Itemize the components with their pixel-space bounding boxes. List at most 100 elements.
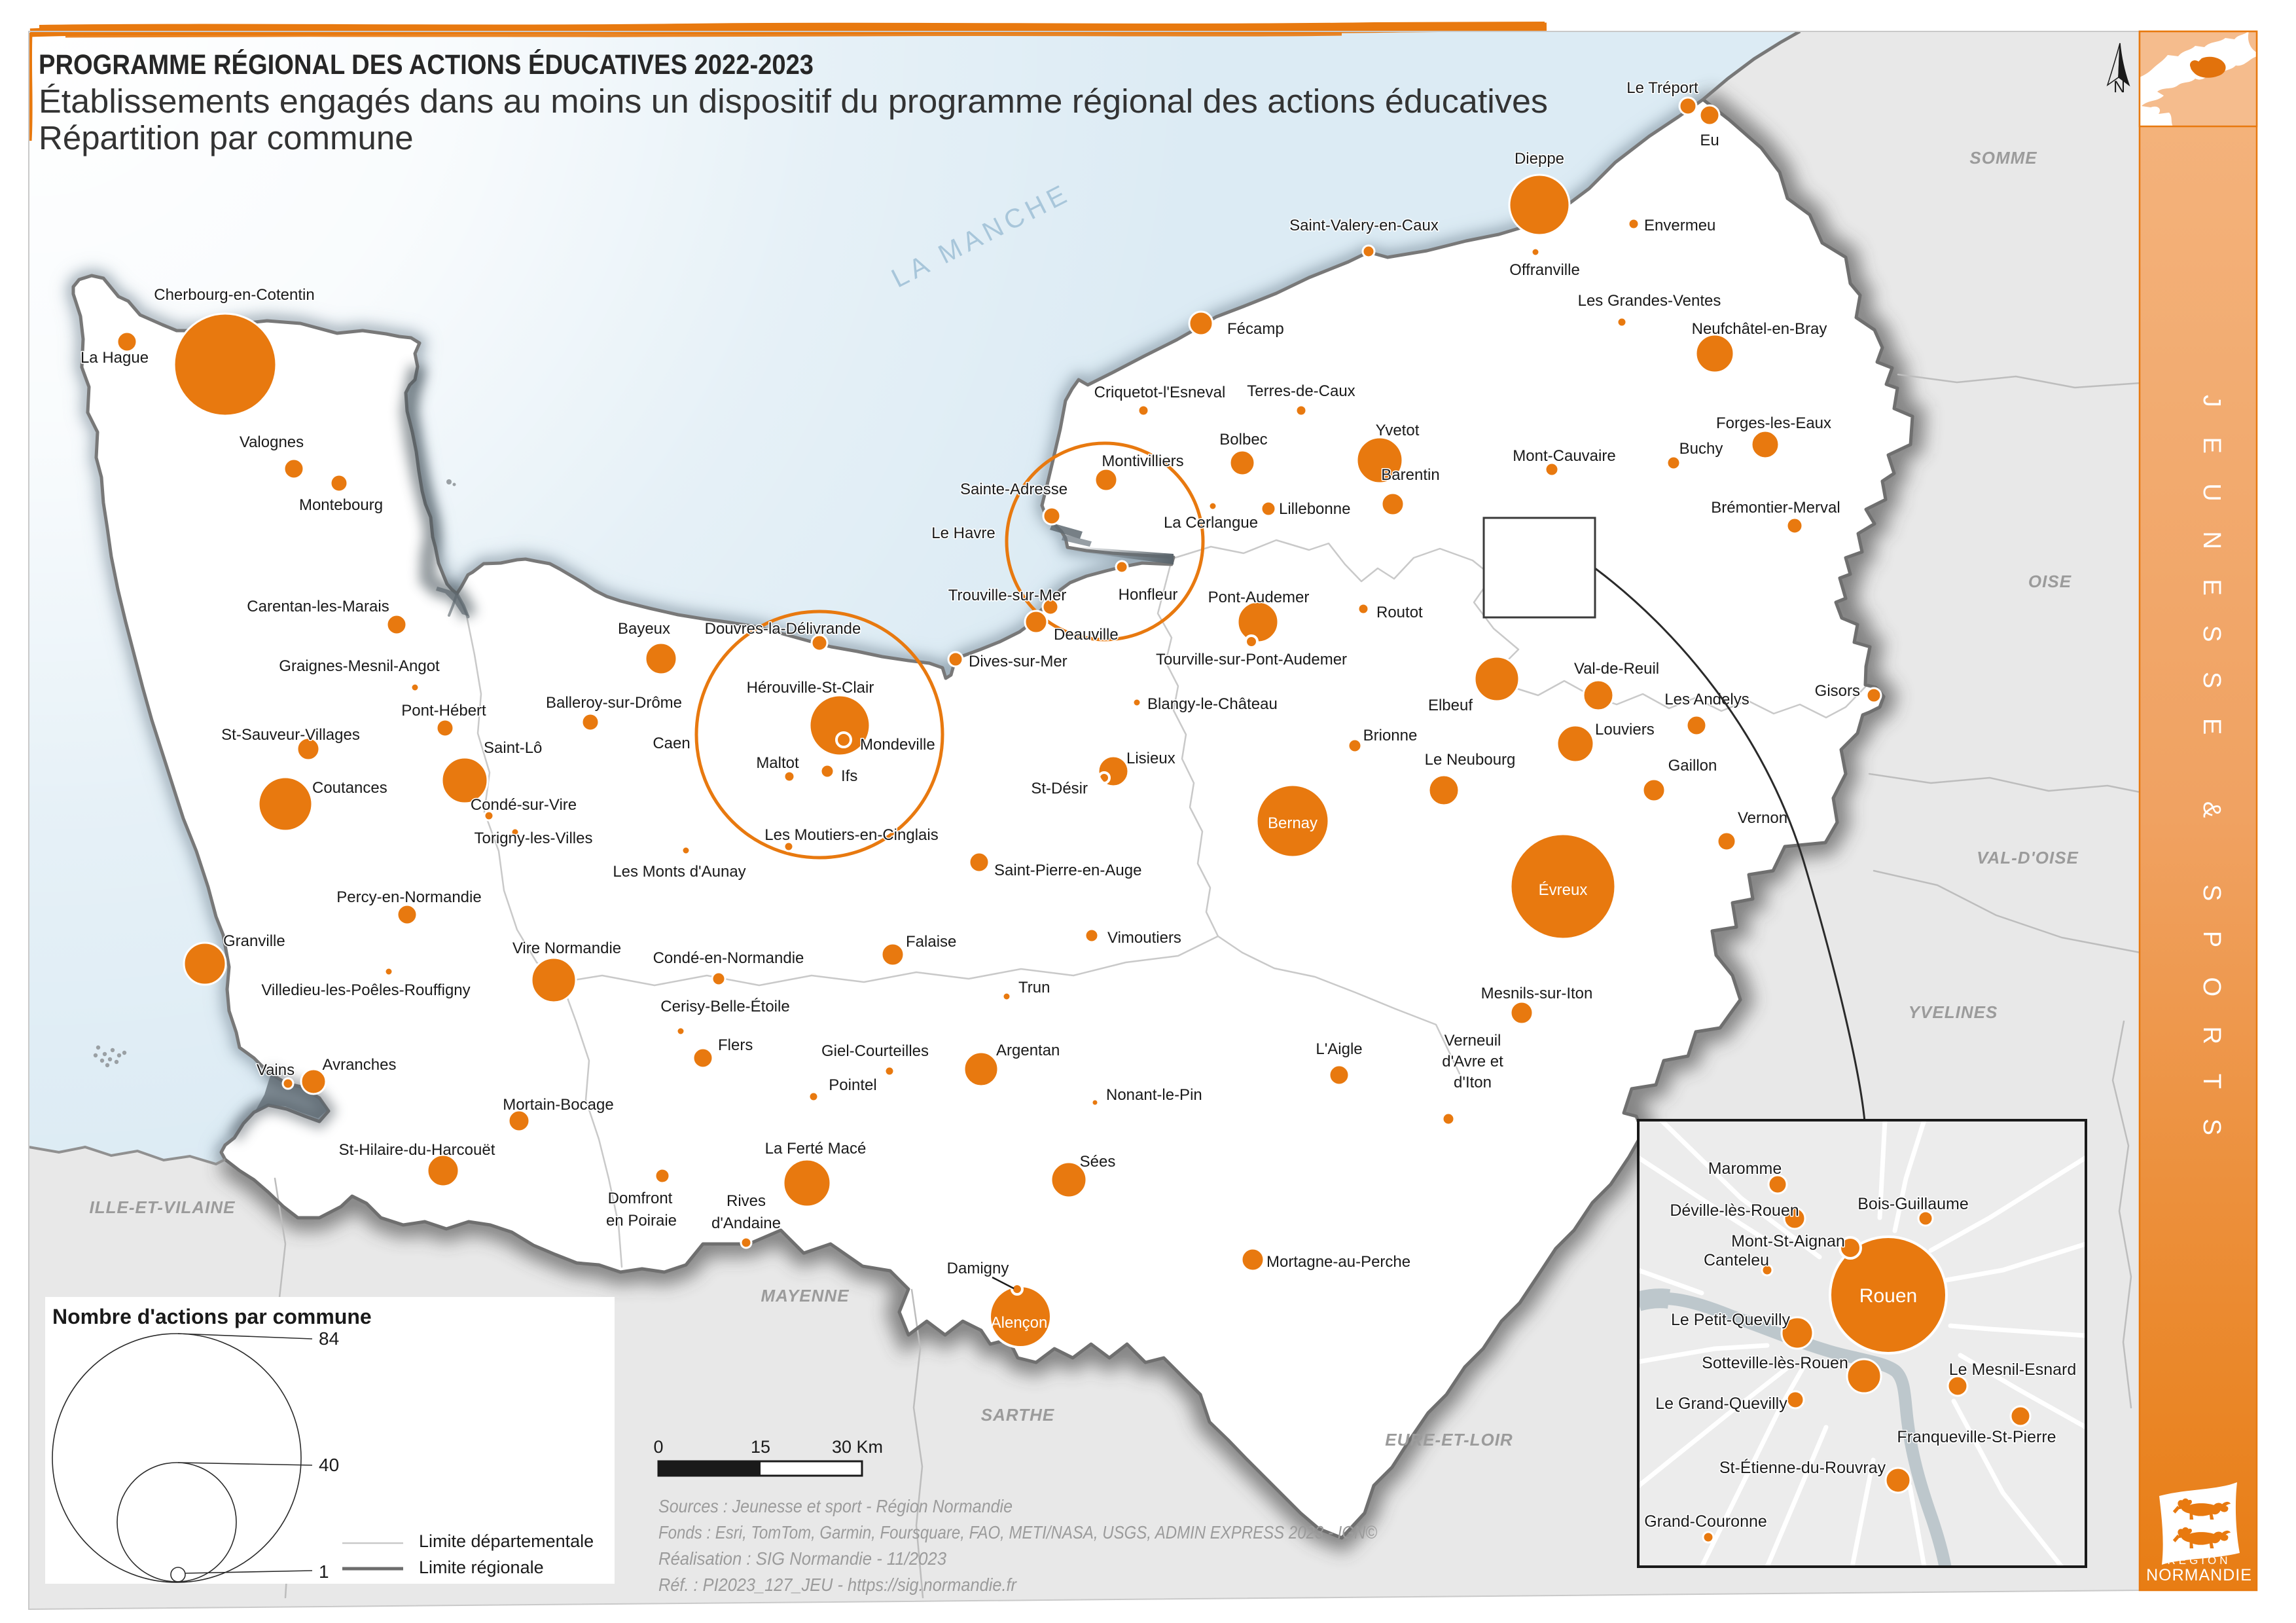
svg-text:Buchy: Buchy — [1679, 440, 1723, 458]
svg-text:Lisieux: Lisieux — [1126, 750, 1175, 767]
svg-text:15: 15 — [751, 1437, 770, 1457]
svg-text:Pont-Audemer: Pont-Audemer — [1208, 589, 1310, 606]
svg-text:Bayeux: Bayeux — [618, 620, 670, 638]
svg-text:Mortagne-au-Perche: Mortagne-au-Perche — [1266, 1253, 1410, 1271]
svg-text:Bolbec: Bolbec — [1219, 431, 1267, 448]
svg-text:d'Andaine: d'Andaine — [711, 1214, 781, 1232]
svg-text:Saint-Valery-en-Caux: Saint-Valery-en-Caux — [1289, 217, 1439, 234]
svg-text:Eu: Eu — [1700, 132, 1719, 149]
svg-text:Gaillon: Gaillon — [1668, 757, 1717, 775]
svg-text:Terres-de-Caux: Terres-de-Caux — [1247, 382, 1355, 400]
svg-text:Maltot: Maltot — [756, 754, 799, 772]
svg-text:Montebourg: Montebourg — [299, 496, 383, 514]
svg-text:N: N — [2113, 78, 2125, 96]
svg-text:Saint-Lô: Saint-Lô — [484, 739, 542, 757]
svg-text:Barentin: Barentin — [1381, 466, 1439, 484]
svg-text:Val-de-Reuil: Val-de-Reuil — [1574, 660, 1659, 678]
svg-text:Argentan: Argentan — [996, 1042, 1060, 1059]
svg-text:0: 0 — [653, 1437, 663, 1457]
svg-text:Vire Normandie: Vire Normandie — [512, 939, 621, 957]
svg-text:EURE-ET-LOIR: EURE-ET-LOIR — [1385, 1430, 1513, 1450]
svg-text:Alençon: Alençon — [991, 1314, 1048, 1332]
svg-text:Brémontier-Merval: Brémontier-Merval — [1711, 499, 1840, 517]
svg-text:Canteleu: Canteleu — [1704, 1251, 1769, 1269]
svg-text:Douvres-la-Délivrande: Douvres-la-Délivrande — [705, 620, 861, 638]
svg-text:Sées: Sées — [1080, 1153, 1116, 1171]
svg-text:Rouen: Rouen — [1859, 1285, 1917, 1307]
svg-text:La Hague: La Hague — [81, 349, 149, 367]
svg-text:Balleroy-sur-Drôme: Balleroy-sur-Drôme — [546, 694, 682, 712]
svg-text:Damigny: Damigny — [947, 1260, 1009, 1277]
svg-text:Établissements engagés dans au: Établissements engagés dans au moins un … — [39, 82, 1548, 120]
svg-text:Carentan-les-Marais: Carentan-les-Marais — [247, 598, 389, 615]
svg-text:PROGRAMME RÉGIONAL DES ACTIONS: PROGRAMME RÉGIONAL DES ACTIONS ÉDUCATIVE… — [39, 49, 814, 81]
svg-text:Trun: Trun — [1018, 979, 1050, 996]
svg-text:Nonant-le-Pin: Nonant-le-Pin — [1106, 1086, 1202, 1104]
svg-text:Mesnils-sur-Iton: Mesnils-sur-Iton — [1481, 985, 1593, 1002]
svg-text:Mont-Cauvaire: Mont-Cauvaire — [1513, 447, 1615, 465]
svg-text:Neufchâtel-en-Bray: Neufchâtel-en-Bray — [1692, 320, 1827, 338]
svg-text:SOMME: SOMME — [1969, 148, 2037, 168]
svg-text:Le Tréport: Le Tréport — [1626, 79, 1698, 97]
svg-text:d'Avre et: d'Avre et — [1442, 1053, 1503, 1070]
svg-text:Sotteville-lès-Rouen: Sotteville-lès-Rouen — [1702, 1354, 1848, 1372]
svg-text:Tourville-sur-Pont-Audemer: Tourville-sur-Pont-Audemer — [1156, 651, 1347, 668]
svg-text:La Cerlangue: La Cerlangue — [1164, 514, 1258, 532]
svg-text:Limite régionale: Limite régionale — [419, 1558, 544, 1577]
svg-text:RÉGION: RÉGION — [2167, 1554, 2231, 1567]
svg-text:Répartition par commune: Répartition par commune — [39, 119, 414, 156]
svg-text:Elbeuf: Elbeuf — [1428, 697, 1473, 714]
svg-text:1: 1 — [319, 1561, 329, 1582]
svg-text:St-Sauveur-Villages: St-Sauveur-Villages — [221, 726, 360, 744]
svg-text:VAL-D'OISE: VAL-D'OISE — [1977, 848, 2079, 867]
svg-text:ILLE-ET-VILAINE: ILLE-ET-VILAINE — [90, 1197, 236, 1217]
svg-text:Le Mesnil-Esnard: Le Mesnil-Esnard — [1949, 1360, 2077, 1379]
svg-text:Les Grandes-Ventes: Les Grandes-Ventes — [1578, 292, 1721, 310]
svg-text:Coutances: Coutances — [312, 779, 387, 797]
svg-text:Cherbourg-en-Cotentin: Cherbourg-en-Cotentin — [154, 286, 314, 304]
svg-text:Routot: Routot — [1376, 604, 1423, 621]
svg-text:Envermeu: Envermeu — [1644, 217, 1715, 234]
svg-text:La Ferté Macé: La Ferté Macé — [765, 1140, 867, 1158]
svg-text:en Poiraie: en Poiraie — [606, 1212, 677, 1230]
svg-text:Pont-Hébert: Pont-Hébert — [401, 702, 486, 720]
svg-text:Évreux: Évreux — [1539, 881, 1588, 899]
svg-text:Franqueville-St-Pierre: Franqueville-St-Pierre — [1897, 1428, 2056, 1446]
svg-text:Bois-Guillaume: Bois-Guillaume — [1857, 1195, 1969, 1213]
svg-text:Falaise: Falaise — [906, 933, 956, 951]
svg-text:MAYENNE: MAYENNE — [761, 1286, 849, 1305]
svg-text:OISE: OISE — [2028, 572, 2072, 591]
svg-text:YVELINES: YVELINES — [1909, 1002, 1998, 1022]
svg-text:Dives-sur-Mer: Dives-sur-Mer — [969, 653, 1067, 670]
svg-text:Le Petit-Quevilly: Le Petit-Quevilly — [1671, 1311, 1791, 1329]
svg-text:St-Hilaire-du-Harcouët: St-Hilaire-du-Harcouët — [339, 1141, 495, 1159]
svg-text:Forges-les-Eaux: Forges-les-Eaux — [1716, 414, 1831, 432]
svg-text:St-Désir: St-Désir — [1031, 780, 1088, 797]
svg-text:L'Aigle: L'Aigle — [1316, 1040, 1362, 1058]
svg-text:Le Neubourg: Le Neubourg — [1425, 751, 1516, 769]
svg-text:Deauville: Deauville — [1054, 626, 1119, 644]
svg-text:Lillebonne: Lillebonne — [1279, 500, 1350, 518]
svg-text:d'Iton: d'Iton — [1454, 1074, 1492, 1091]
svg-text:Montivilliers: Montivilliers — [1102, 452, 1183, 470]
svg-text:Granville: Granville — [223, 932, 285, 950]
svg-text:Le Grand-Quevilly: Le Grand-Quevilly — [1655, 1395, 1787, 1413]
svg-text:30 Km: 30 Km — [832, 1437, 883, 1457]
svg-text:Criquetot-l'Esneval: Criquetot-l'Esneval — [1094, 384, 1226, 401]
svg-text:Rives: Rives — [726, 1192, 766, 1210]
svg-text:SARTHE: SARTHE — [981, 1405, 1054, 1425]
svg-text:Verneuil: Verneuil — [1444, 1032, 1501, 1049]
svg-text:Mont-St-Aignan: Mont-St-Aignan — [1731, 1232, 1845, 1250]
svg-text:Gisors: Gisors — [1815, 682, 1860, 700]
svg-text:Mondeville: Mondeville — [860, 736, 935, 754]
svg-text:Villedieu-les-Poêles-Rouffigny: Villedieu-les-Poêles-Rouffigny — [261, 981, 470, 999]
svg-text:Dieppe: Dieppe — [1515, 150, 1564, 168]
svg-text:NORMANDIE: NORMANDIE — [2146, 1566, 2252, 1584]
svg-text:Déville-lès-Rouen: Déville-lès-Rouen — [1670, 1201, 1799, 1220]
svg-text:Limite départementale: Limite départementale — [419, 1531, 594, 1551]
svg-text:Réf. : PI2023_127_JEU - https:: Réf. : PI2023_127_JEU - https://sig.norm… — [658, 1575, 1018, 1595]
svg-text:Hérouville-St-Clair: Hérouville-St-Clair — [747, 679, 874, 697]
svg-text:Les Monts d'Aunay: Les Monts d'Aunay — [613, 863, 745, 881]
svg-text:Vains: Vains — [257, 1061, 295, 1079]
svg-text:Ifs: Ifs — [841, 767, 857, 785]
